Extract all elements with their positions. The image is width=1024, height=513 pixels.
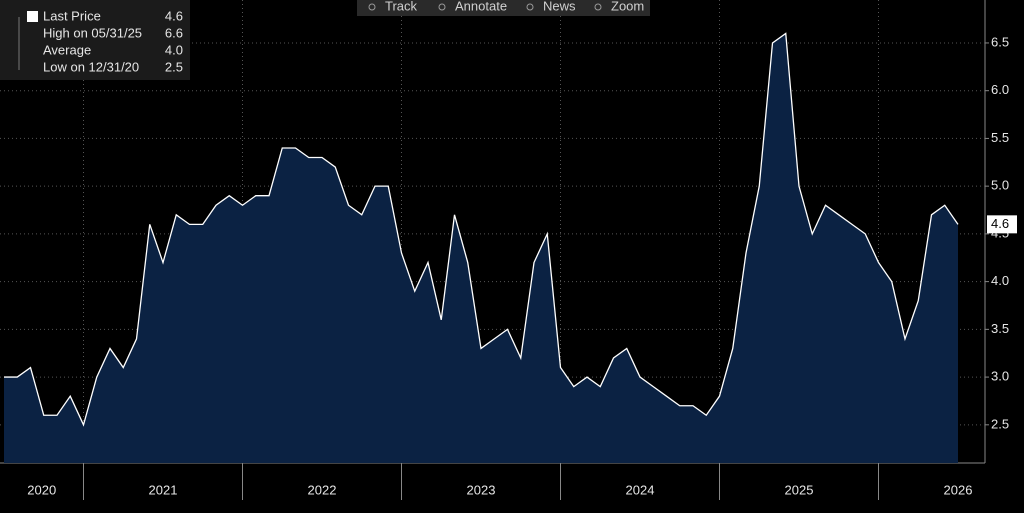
legend-label: Low on 12/31/20 [43, 59, 139, 74]
x-tick-label: 2020 [27, 482, 56, 497]
toolbar-icon [526, 3, 534, 11]
legend-label: Last Price [43, 8, 101, 23]
legend-value: 4.0 [165, 42, 183, 57]
x-tick-label: 2024 [626, 482, 655, 497]
y-tick-label: 3.5 [991, 321, 1009, 336]
y-tick-label: 6.5 [991, 34, 1009, 49]
x-tick-label: 2021 [149, 482, 178, 497]
toolbar-icon [438, 3, 446, 11]
line [4, 32, 959, 427]
legend-label: High on 05/31/25 [43, 25, 142, 40]
y-tick-label: 5.0 [991, 178, 1009, 193]
last-price-tag [987, 215, 1017, 234]
legend-swatch [27, 11, 38, 22]
toolbar-button[interactable]: News [543, 0, 576, 13]
legend-value: 6.6 [165, 25, 183, 40]
y-tick-label: 4.0 [991, 273, 1009, 288]
legend-label: Average [43, 42, 91, 57]
last-price-tag-label: 4.6 [991, 216, 1009, 231]
legend-value: 4.6 [165, 8, 183, 23]
x-tick-label: 2022 [308, 482, 337, 497]
plot-area [0, 0, 989, 463]
toolbar-button[interactable]: Zoom [611, 0, 644, 13]
y-tick-label: 6.0 [991, 82, 1009, 97]
y-tick-label: 3.0 [991, 369, 1009, 384]
toolbar-button[interactable]: Track [385, 0, 418, 13]
legend-value: 2.5 [165, 59, 183, 74]
x-tick-label: 2023 [467, 482, 496, 497]
legend: Last Price 4.6 High on 05/31/25 6.6 Average 4… [18, 8, 183, 74]
y-tick-label: 5.5 [991, 130, 1009, 145]
toolbar-icon [594, 3, 602, 11]
toolbar: Track Annotate News Zoom [357, 0, 650, 16]
toolbar-icon [368, 3, 376, 11]
y-tick-label: 2.5 [991, 416, 1009, 431]
x-tick-label: 2026 [944, 482, 973, 497]
toolbar-button[interactable]: Annotate [455, 0, 507, 13]
toolbar-bg [357, 0, 650, 16]
area [4, 33, 958, 463]
x-tick-label: 2025 [785, 482, 814, 497]
